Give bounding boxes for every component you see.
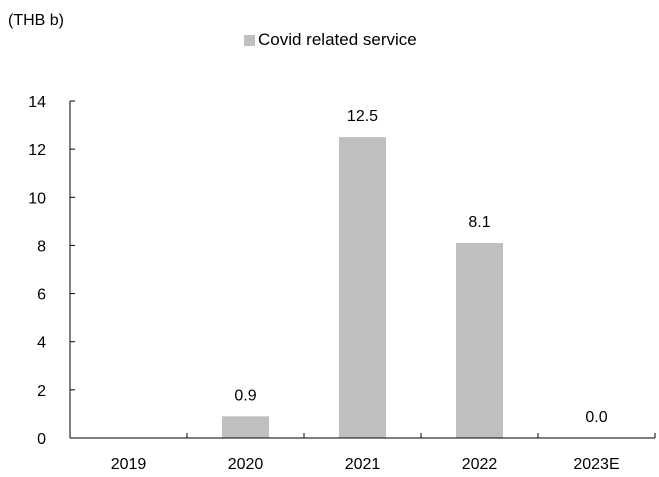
bar [339,137,386,438]
bar [222,416,269,438]
y-tick-label: 10 [28,190,46,207]
y-tick-label: 0 [37,431,46,448]
bar [456,243,503,438]
bar-value-label: 0.0 [585,409,607,426]
x-tick-label: 2022 [462,456,498,473]
legend-swatch [244,34,255,46]
unit-label: (THB b) [8,12,64,29]
y-tick-label: 8 [37,238,46,255]
y-tick-label: 2 [37,383,46,400]
y-tick-label: 14 [28,94,46,111]
x-tick-label: 2021 [345,456,381,473]
y-tick-label: 6 [37,287,46,304]
bar-value-label: 12.5 [347,108,378,125]
x-tick-label: 2023E [573,456,619,473]
y-tick-label: 4 [37,335,46,352]
bar-value-label: 0.9 [234,387,256,404]
legend: Covid related service [244,30,417,50]
x-tick-label: 2020 [228,456,264,473]
legend-label: Covid related service [258,30,417,49]
x-tick-label: 2019 [111,456,147,473]
y-tick-label: 12 [28,142,46,159]
bar-value-label: 8.1 [468,214,490,231]
